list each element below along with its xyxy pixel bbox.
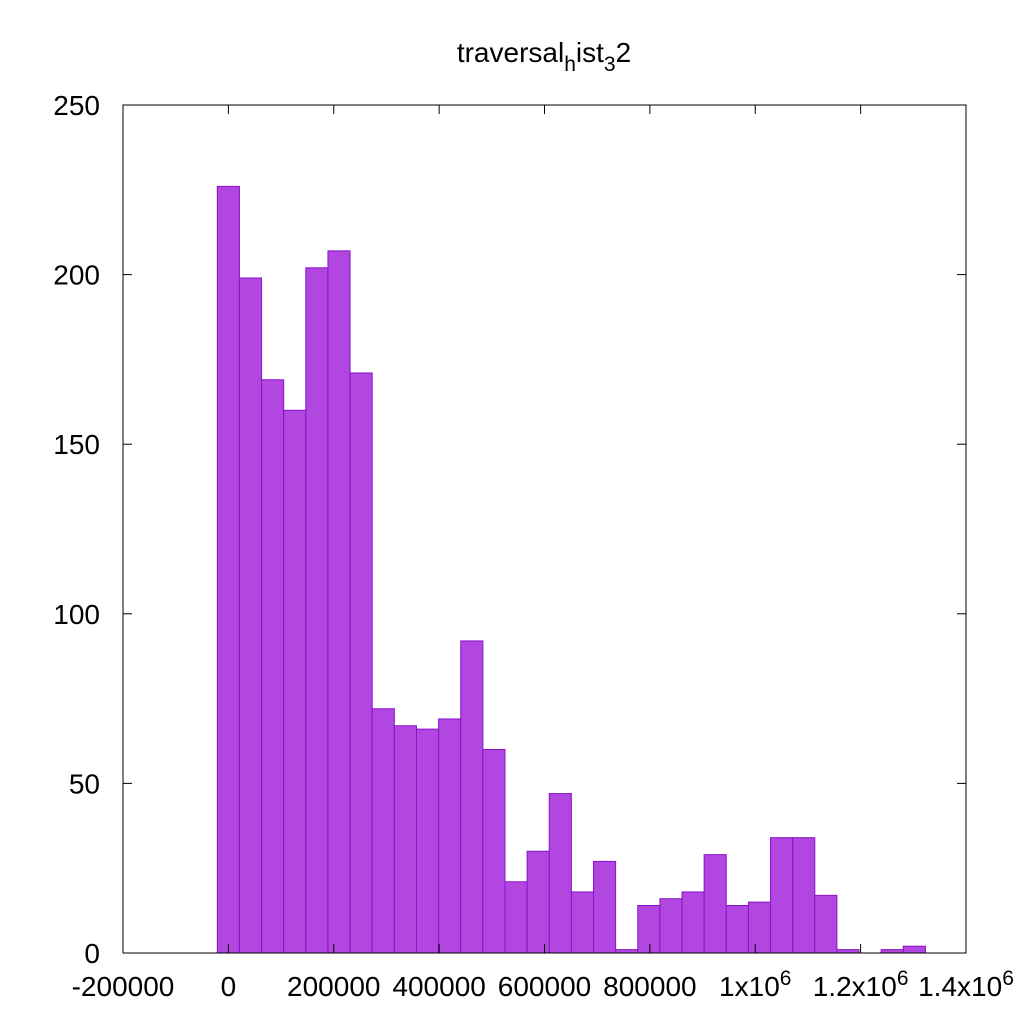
histogram-bar	[902, 945, 926, 954]
histogram-bar	[747, 901, 772, 954]
plot-border	[122, 104, 967, 954]
y-tick-label: 150	[53, 429, 100, 460]
x-tick-label: 400000	[392, 971, 485, 1002]
histogram-bar	[415, 728, 440, 954]
histogram-bar	[637, 905, 661, 954]
histogram-bar	[592, 860, 617, 954]
y-tick-label: 0	[84, 938, 100, 969]
x-tick-label: 1.4x106	[918, 967, 1014, 1002]
histogram-bar	[349, 372, 373, 954]
x-tick-label: -200000	[72, 971, 175, 1002]
histogram-bar	[792, 837, 816, 954]
y-tick-label: 100	[53, 599, 100, 630]
histogram-bar	[526, 850, 550, 954]
x-tick-label: 0	[221, 971, 237, 1002]
y-tick-label: 250	[53, 90, 100, 121]
histogram-bar	[327, 250, 351, 954]
histogram-bar	[725, 905, 749, 954]
chart-title-mid: ist	[576, 37, 604, 68]
x-tick-label: 200000	[287, 971, 380, 1002]
histogram-bar	[548, 793, 572, 954]
histogram-bar	[659, 898, 683, 954]
histogram-bar	[770, 837, 794, 954]
histogram-bar	[681, 891, 705, 954]
histogram-bar	[371, 708, 395, 954]
histogram-bar	[615, 949, 639, 954]
histogram-bar	[238, 277, 263, 954]
x-tick-label: 800000	[603, 971, 696, 1002]
x-tick-label: 1.2x106	[813, 967, 909, 1002]
histogram-bar	[283, 409, 307, 954]
histogram-bar	[880, 949, 904, 954]
chart-title-sub1: h	[564, 53, 576, 76]
histogram-bar	[393, 725, 417, 954]
histogram-bar	[504, 881, 528, 954]
chart-title: traversalhist32	[457, 37, 631, 76]
y-tick-label: 50	[69, 768, 100, 799]
histogram-bar	[836, 949, 860, 954]
histogram-bar	[216, 185, 240, 954]
histogram-bar	[814, 894, 838, 954]
chart-title-sub2: 3	[604, 53, 616, 76]
y-tick-label: 200	[53, 260, 100, 291]
chart-title-base: traversal	[457, 37, 564, 68]
x-tick-label: 1x106	[719, 967, 791, 1002]
histogram-bar	[703, 854, 727, 954]
histogram-bar	[261, 379, 285, 954]
histogram-bar	[460, 640, 484, 954]
histogram-bar	[570, 891, 594, 954]
bars-group	[216, 185, 926, 954]
chart-title-tail: 2	[616, 37, 632, 68]
x-tick-label: 600000	[498, 971, 591, 1002]
histogram-bar	[482, 748, 506, 954]
histogram-bar	[305, 267, 329, 954]
histogram-bar	[438, 718, 462, 954]
